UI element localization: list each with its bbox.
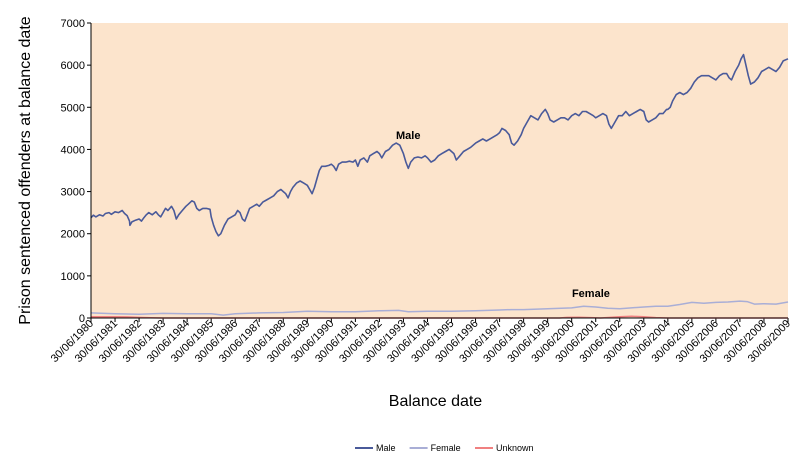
y-tick-label: 4000 [61,144,85,156]
y-tick-label: 7000 [61,18,85,30]
y-tick-label: 1000 [61,271,85,283]
annotation-male: Male [396,130,420,142]
legend: Male Female Unknown [355,443,534,453]
series-lines [90,53,789,319]
x-axis-ticks: 30/06/198030/06/198130/06/198230/06/1983… [49,318,793,365]
y-tick-label: 2000 [61,229,85,241]
legend-label-male: Male [376,443,396,453]
legend-label-unknown: Unknown [496,443,534,453]
y-axis-ticks: 0 1000 2000 3000 4000 5000 6000 7000 [61,18,91,325]
plot-area [91,23,788,318]
legend-label-female: Female [431,443,461,453]
annotation-female: Female [572,288,610,300]
series-line-unknown [91,315,788,319]
x-axis-title: Balance date [389,393,483,410]
series-line-female [90,300,789,316]
y-tick-label: 0 [79,313,85,325]
y-tick-label: 6000 [61,60,85,72]
series-annotations: Male Female [396,130,610,300]
y-tick-label: 5000 [61,102,85,114]
y-axis-title: Prison sentenced offenders at balance da… [17,16,34,324]
series-line-male [90,53,789,237]
y-tick-label: 3000 [61,187,85,199]
